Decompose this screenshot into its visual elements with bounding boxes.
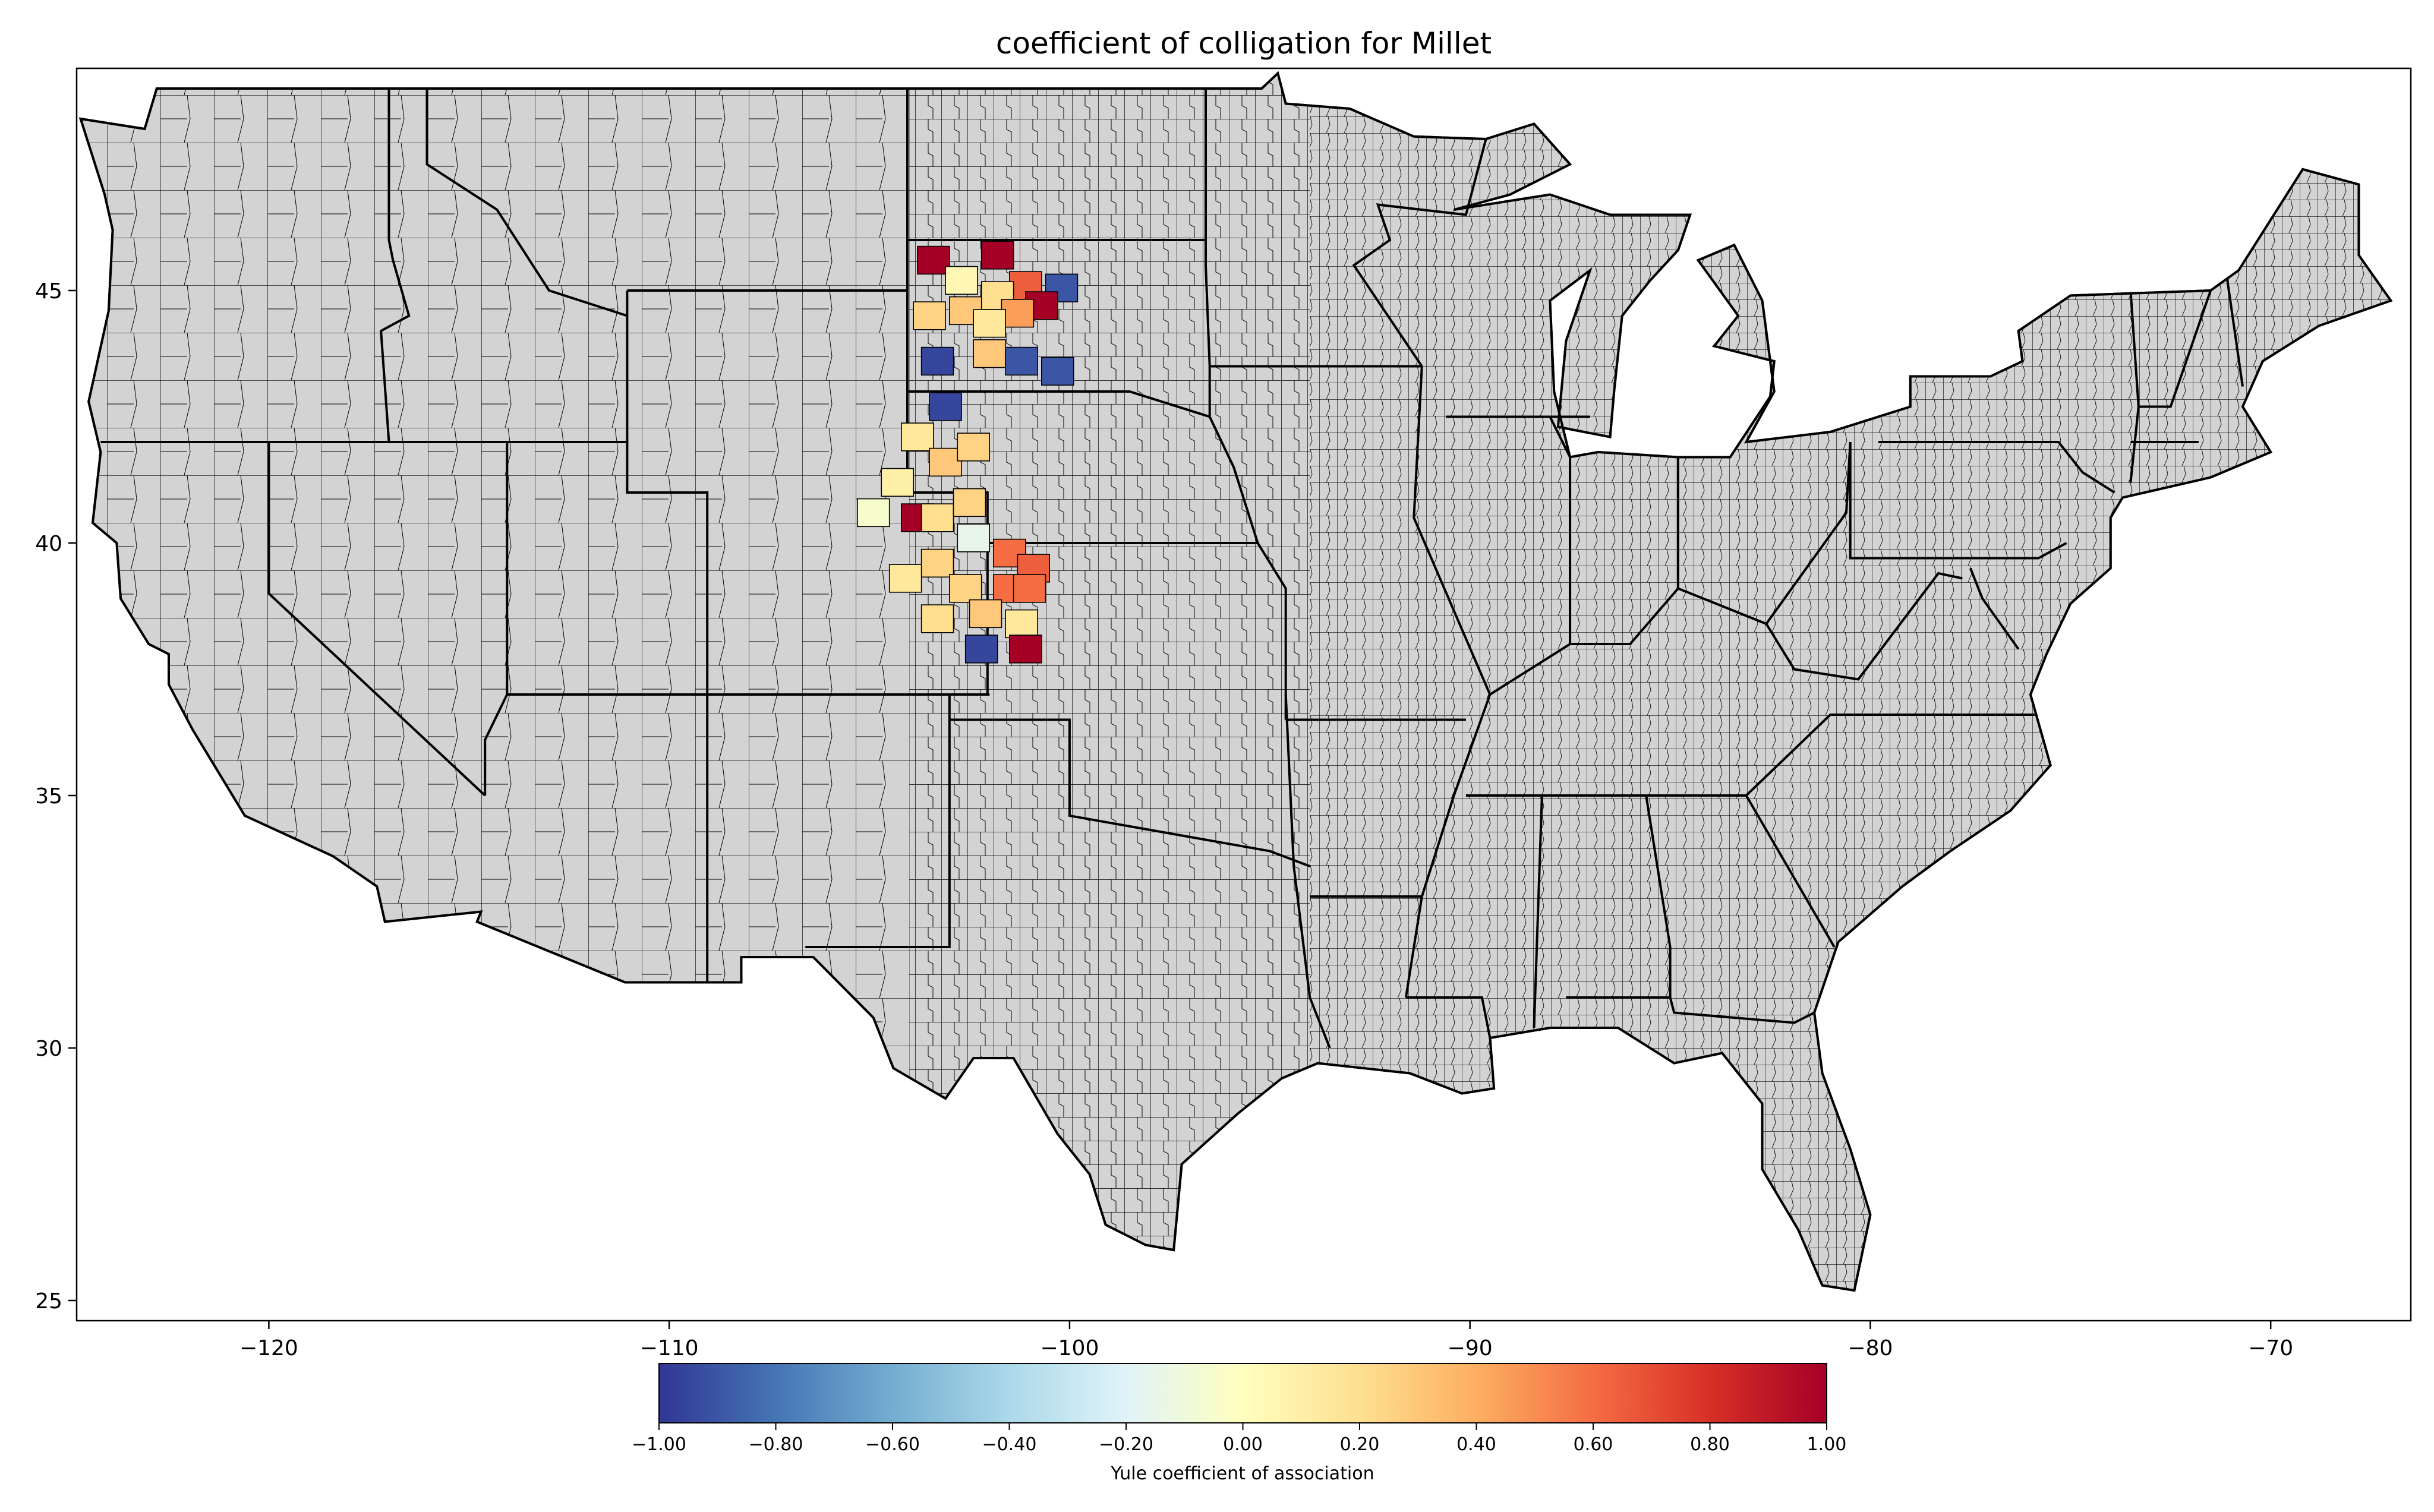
y-tick-label: 25 <box>35 1289 62 1314</box>
state-border-line <box>1765 572 1963 681</box>
county-cell <box>980 241 1014 270</box>
state-border-line <box>1205 89 1287 720</box>
colorbar-tick-label: −0.60 <box>865 1434 920 1455</box>
county-cell <box>973 309 1006 338</box>
x-tick-label: −120 <box>239 1336 298 1361</box>
county-cell <box>957 523 991 553</box>
state-border-line <box>1849 442 2067 560</box>
colorbar-tick-label: −0.40 <box>982 1434 1037 1455</box>
county-cell <box>920 604 954 633</box>
colorbar-tick-label: 0.20 <box>1340 1434 1380 1455</box>
colorbar-tick-label: 0.80 <box>1690 1434 1730 1455</box>
map-title: coefficient of colligation for Millet <box>996 26 1492 61</box>
y-tick-label: 35 <box>35 784 62 809</box>
y-tick-label: 40 <box>35 532 62 556</box>
x-tick-label: −100 <box>1040 1336 1099 1361</box>
county-cell <box>920 346 954 376</box>
state-border-line <box>1404 366 1492 998</box>
county-cell <box>973 339 1006 368</box>
colorbar-ticks: −1.00 −0.80 −0.60 −0.40 −0.20 0.00 0.20 0.40 0.6… <box>632 1423 1846 1455</box>
county-cell <box>969 599 1002 629</box>
county-cell <box>964 635 998 664</box>
state-border-line <box>1878 441 2115 494</box>
colorbar: −1.00 −0.80 −0.60 −0.40 −0.20 0.00 0.20 0.40 0.6… <box>632 1363 1846 1484</box>
colorbar-tick-label: 0.00 <box>1223 1434 1263 1455</box>
colorbar-tick-label: −0.20 <box>1099 1434 1153 1455</box>
county-cell <box>888 564 922 593</box>
state-border-line <box>484 442 509 796</box>
state-border-line <box>1465 714 2035 797</box>
y-axis-ticks: 25 30 35 40 45 <box>35 279 77 1314</box>
x-tick-label: −70 <box>2248 1336 2293 1361</box>
colorbar-label: Yule coefficient of association <box>1110 1463 1374 1484</box>
colorbar-tick-label: −1.00 <box>632 1434 686 1455</box>
county-cell <box>1005 609 1038 639</box>
state-border-line <box>626 291 709 983</box>
county-cell <box>917 245 950 275</box>
highlighted-counties <box>857 241 1079 664</box>
state-border-line <box>1969 567 2020 650</box>
county-cell <box>920 503 954 532</box>
state-borders <box>100 89 2244 1049</box>
state-border-line <box>2138 290 2212 408</box>
county-cell <box>1013 574 1046 603</box>
colorbar-tick-label: 0.60 <box>1574 1434 1613 1455</box>
x-tick-label: −80 <box>1847 1336 1893 1361</box>
state-border-line <box>1284 694 1331 1049</box>
colorbar-gradient <box>658 1363 1827 1423</box>
county-cell <box>929 447 962 477</box>
state-border-line <box>1669 997 1815 1024</box>
us-coastline <box>78 71 2393 1292</box>
x-tick-label: −110 <box>640 1336 699 1361</box>
colorbar-tick-label: −0.80 <box>749 1434 803 1455</box>
county-cell <box>913 301 946 330</box>
y-tick-label: 45 <box>35 279 62 304</box>
state-border-line <box>1533 795 1543 1028</box>
x-axis-ticks: −120 −110 −100 −90 −80 −70 <box>239 1321 2293 1361</box>
county-cell <box>881 468 915 497</box>
county-cell <box>949 574 982 603</box>
y-tick-label: 30 <box>35 1037 62 1061</box>
county-cell <box>1009 635 1042 664</box>
state-border-line <box>907 390 1210 418</box>
state-border-line <box>380 89 411 443</box>
county-cell <box>920 548 954 578</box>
state-border-line <box>425 89 628 317</box>
county-cell <box>1041 356 1074 386</box>
state-border-line <box>1745 794 1836 948</box>
county-cell <box>945 266 978 295</box>
state-border-line <box>949 718 1310 867</box>
county-cell <box>1001 299 1035 328</box>
colorbar-tick-label: 0.40 <box>1456 1434 1496 1455</box>
county-cell <box>857 498 890 528</box>
state-border-line <box>1566 795 1672 999</box>
colorbar-tick-label: 1.00 <box>1807 1434 1847 1455</box>
state-border-line <box>1405 996 1492 1038</box>
state-border-line <box>267 442 486 797</box>
state-border-line <box>805 695 951 948</box>
county-cell <box>901 422 934 452</box>
county-cell <box>1005 346 1038 376</box>
county-cell <box>929 392 962 421</box>
state-border-line <box>2225 275 2244 387</box>
state-border-line <box>1352 138 1487 367</box>
x-tick-label: −90 <box>1448 1336 1493 1361</box>
county-cell <box>953 488 986 517</box>
county-cell <box>957 433 991 462</box>
